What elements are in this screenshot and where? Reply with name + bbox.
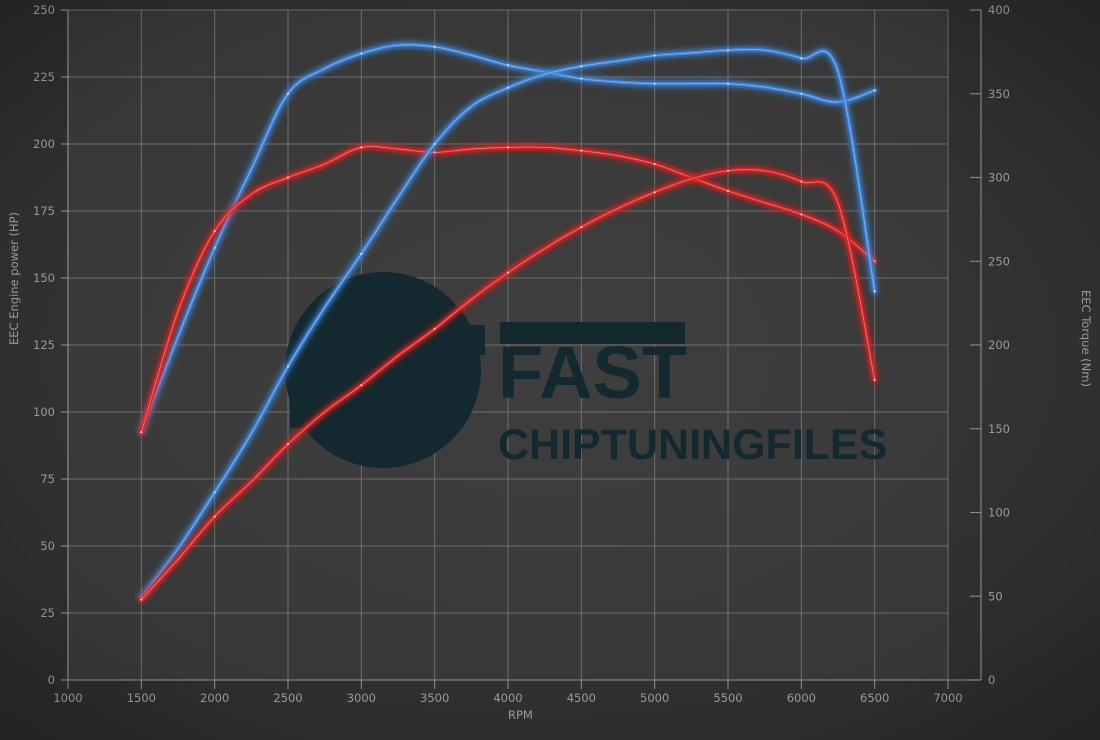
x-tick-label: 1000	[53, 691, 82, 705]
y2-tick-label: 400	[988, 3, 1010, 17]
logo-underline	[500, 322, 685, 344]
y-tick-label: 0	[48, 673, 55, 687]
y2-tick-label: 50	[988, 589, 1003, 603]
y-tick-label: 150	[33, 271, 55, 285]
y2-tick-label: 350	[988, 87, 1010, 101]
y2-axis-title: EEC Torque (Nm)	[1079, 290, 1093, 387]
y-tick-label: 175	[33, 204, 55, 218]
y-tick-label: 25	[40, 606, 55, 620]
x-tick-label: 2000	[200, 691, 229, 705]
fast-chiptuningfiles-logo: FAST CHIPTUNINGFILES	[285, 272, 887, 469]
y-tick-label: 50	[40, 539, 55, 553]
x-tick-label: 6500	[860, 691, 889, 705]
x-axis-title: RPM	[508, 708, 533, 722]
series-stock-power	[137, 166, 879, 604]
series-tuned-torque	[137, 41, 879, 436]
y-axis-title: EEC Engine power (HP)	[7, 212, 21, 345]
x-tick-label: 5000	[640, 691, 669, 705]
y-tick-label: 75	[40, 472, 55, 486]
y2-tick-label: 0	[988, 673, 995, 687]
y-tick-label: 125	[33, 338, 55, 352]
y-tick-label: 250	[33, 3, 55, 17]
logo-text-fast: FAST	[498, 331, 687, 414]
x-tick-label: 2500	[273, 691, 302, 705]
y2-tick-label: 250	[988, 254, 1010, 268]
x-tick-label: 7000	[933, 691, 962, 705]
y2-tick-label: 300	[988, 171, 1010, 185]
x-tick-label: 4000	[493, 691, 522, 705]
x-tick-label: 5500	[713, 691, 742, 705]
y-tick-label: 225	[33, 70, 55, 84]
x-tick-label: 3000	[347, 691, 376, 705]
data-series-layer	[137, 41, 879, 604]
x-tick-label: 4500	[567, 691, 596, 705]
y-tick-label: 200	[33, 137, 55, 151]
y2-tick-label: 200	[988, 338, 1010, 352]
y2-tick-label: 100	[988, 506, 1010, 520]
series-stock-torque	[137, 142, 879, 436]
y-tick-label: 100	[33, 405, 55, 419]
x-tick-label: 6000	[787, 691, 816, 705]
y2-tick-label: 150	[988, 422, 1010, 436]
x-tick-label: 1500	[127, 691, 156, 705]
logo-text-chiptuningfiles: CHIPTUNINGFILES	[498, 421, 887, 469]
axis-ticks: 1000 1500 2000 2500 3000 3500 4000 4500 5000 5500…	[33, 3, 1010, 705]
x-tick-label: 3500	[420, 691, 449, 705]
